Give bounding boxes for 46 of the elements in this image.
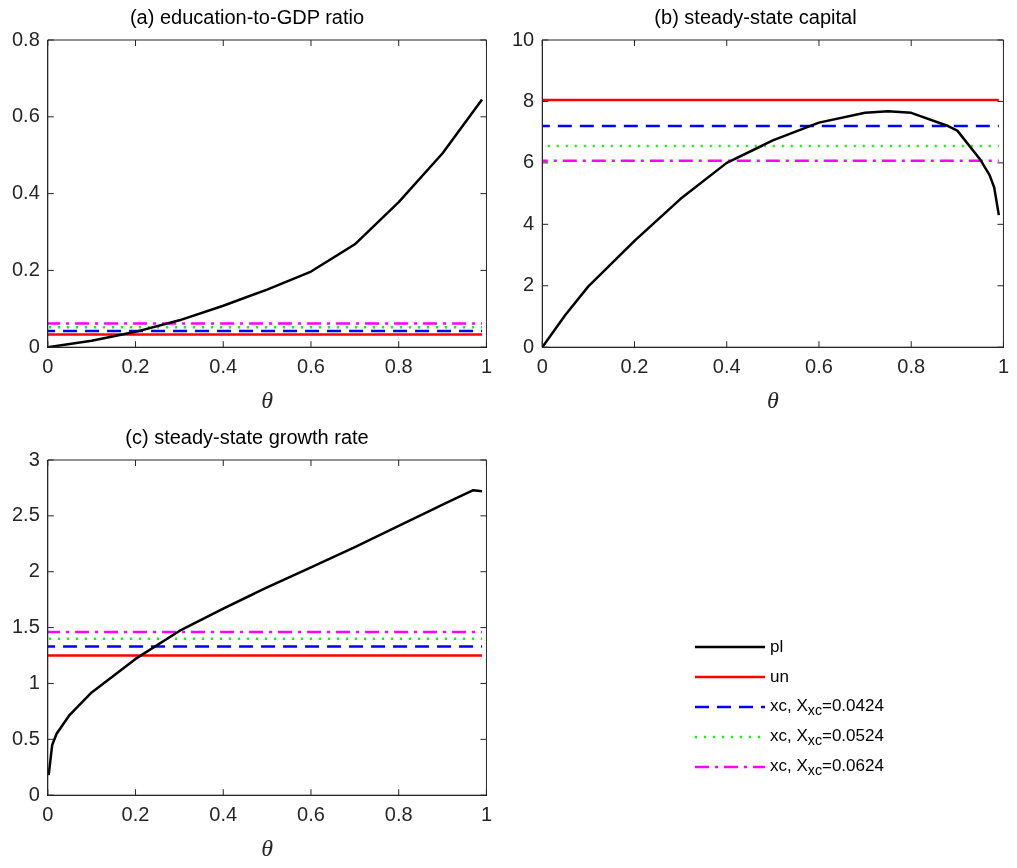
y-tick-label: 0 bbox=[28, 334, 40, 357]
x-tick-label: 0.2 bbox=[620, 354, 649, 377]
y-tick-label: 1 bbox=[28, 670, 40, 693]
y-tick-label: 3 bbox=[28, 447, 40, 470]
y-tick-label: 0.6 bbox=[11, 104, 40, 127]
y-tick-label: 2 bbox=[523, 273, 535, 296]
y-tick-label: 6 bbox=[523, 150, 535, 173]
y-tick-label: 0 bbox=[28, 782, 40, 805]
chart-title: (a) education-to-GDP ratio bbox=[129, 5, 365, 28]
y-tick-label: 2 bbox=[28, 559, 40, 582]
x-tick-label: 0.8 bbox=[897, 354, 926, 377]
x-axis-title: θ bbox=[261, 834, 274, 861]
legend-label: xc, X$_{xc}$=0.0424 bbox=[770, 695, 884, 719]
y-tick-label: 0.4 bbox=[11, 181, 40, 204]
x-tick-label: 0.8 bbox=[384, 802, 413, 825]
x-tick-label: 0.8 bbox=[384, 354, 413, 377]
legend-label: xc, X$_{xc}$=0.0624 bbox=[770, 755, 884, 779]
legend-label: pl bbox=[770, 637, 784, 657]
legend-label: un bbox=[770, 667, 789, 687]
y-tick-label: 2.5 bbox=[11, 503, 40, 526]
x-tick-label: 1 bbox=[480, 802, 492, 825]
x-tick-label: 0.6 bbox=[805, 354, 833, 377]
y-tick-label: 8 bbox=[523, 88, 535, 111]
chart-title: (b) steady-state capital bbox=[654, 5, 857, 28]
y-tick-label: 0.5 bbox=[11, 726, 40, 749]
x-tick-label: 0.4 bbox=[712, 354, 741, 377]
y-tick-label: 10 bbox=[512, 27, 535, 50]
x-tick-label: 0.4 bbox=[209, 354, 238, 377]
x-tick-label: 0 bbox=[42, 802, 54, 825]
x-tick-label: 0.6 bbox=[297, 354, 325, 377]
x-tick-label: 1 bbox=[997, 354, 1009, 377]
y-tick-label: 0 bbox=[523, 334, 535, 357]
x-tick-label: 0 bbox=[42, 354, 54, 377]
y-tick-label: 4 bbox=[523, 211, 535, 234]
legend-label: xc, X$_{xc}$=0.0524 bbox=[770, 725, 884, 749]
x-tick-label: 1 bbox=[480, 354, 492, 377]
y-tick-label: 0.8 bbox=[11, 27, 40, 50]
y-tick-label: 0.2 bbox=[11, 257, 40, 280]
x-tick-label: 0.4 bbox=[209, 802, 238, 825]
x-tick-label: 0.6 bbox=[297, 802, 325, 825]
x-tick-label: 0.2 bbox=[121, 354, 150, 377]
x-axis-title: θ bbox=[261, 386, 274, 413]
x-axis-title: θ bbox=[766, 386, 779, 413]
y-tick-label: 1.5 bbox=[11, 615, 40, 638]
x-tick-label: 0.2 bbox=[121, 802, 150, 825]
chart-title: (c) steady-state growth rate bbox=[125, 425, 369, 448]
